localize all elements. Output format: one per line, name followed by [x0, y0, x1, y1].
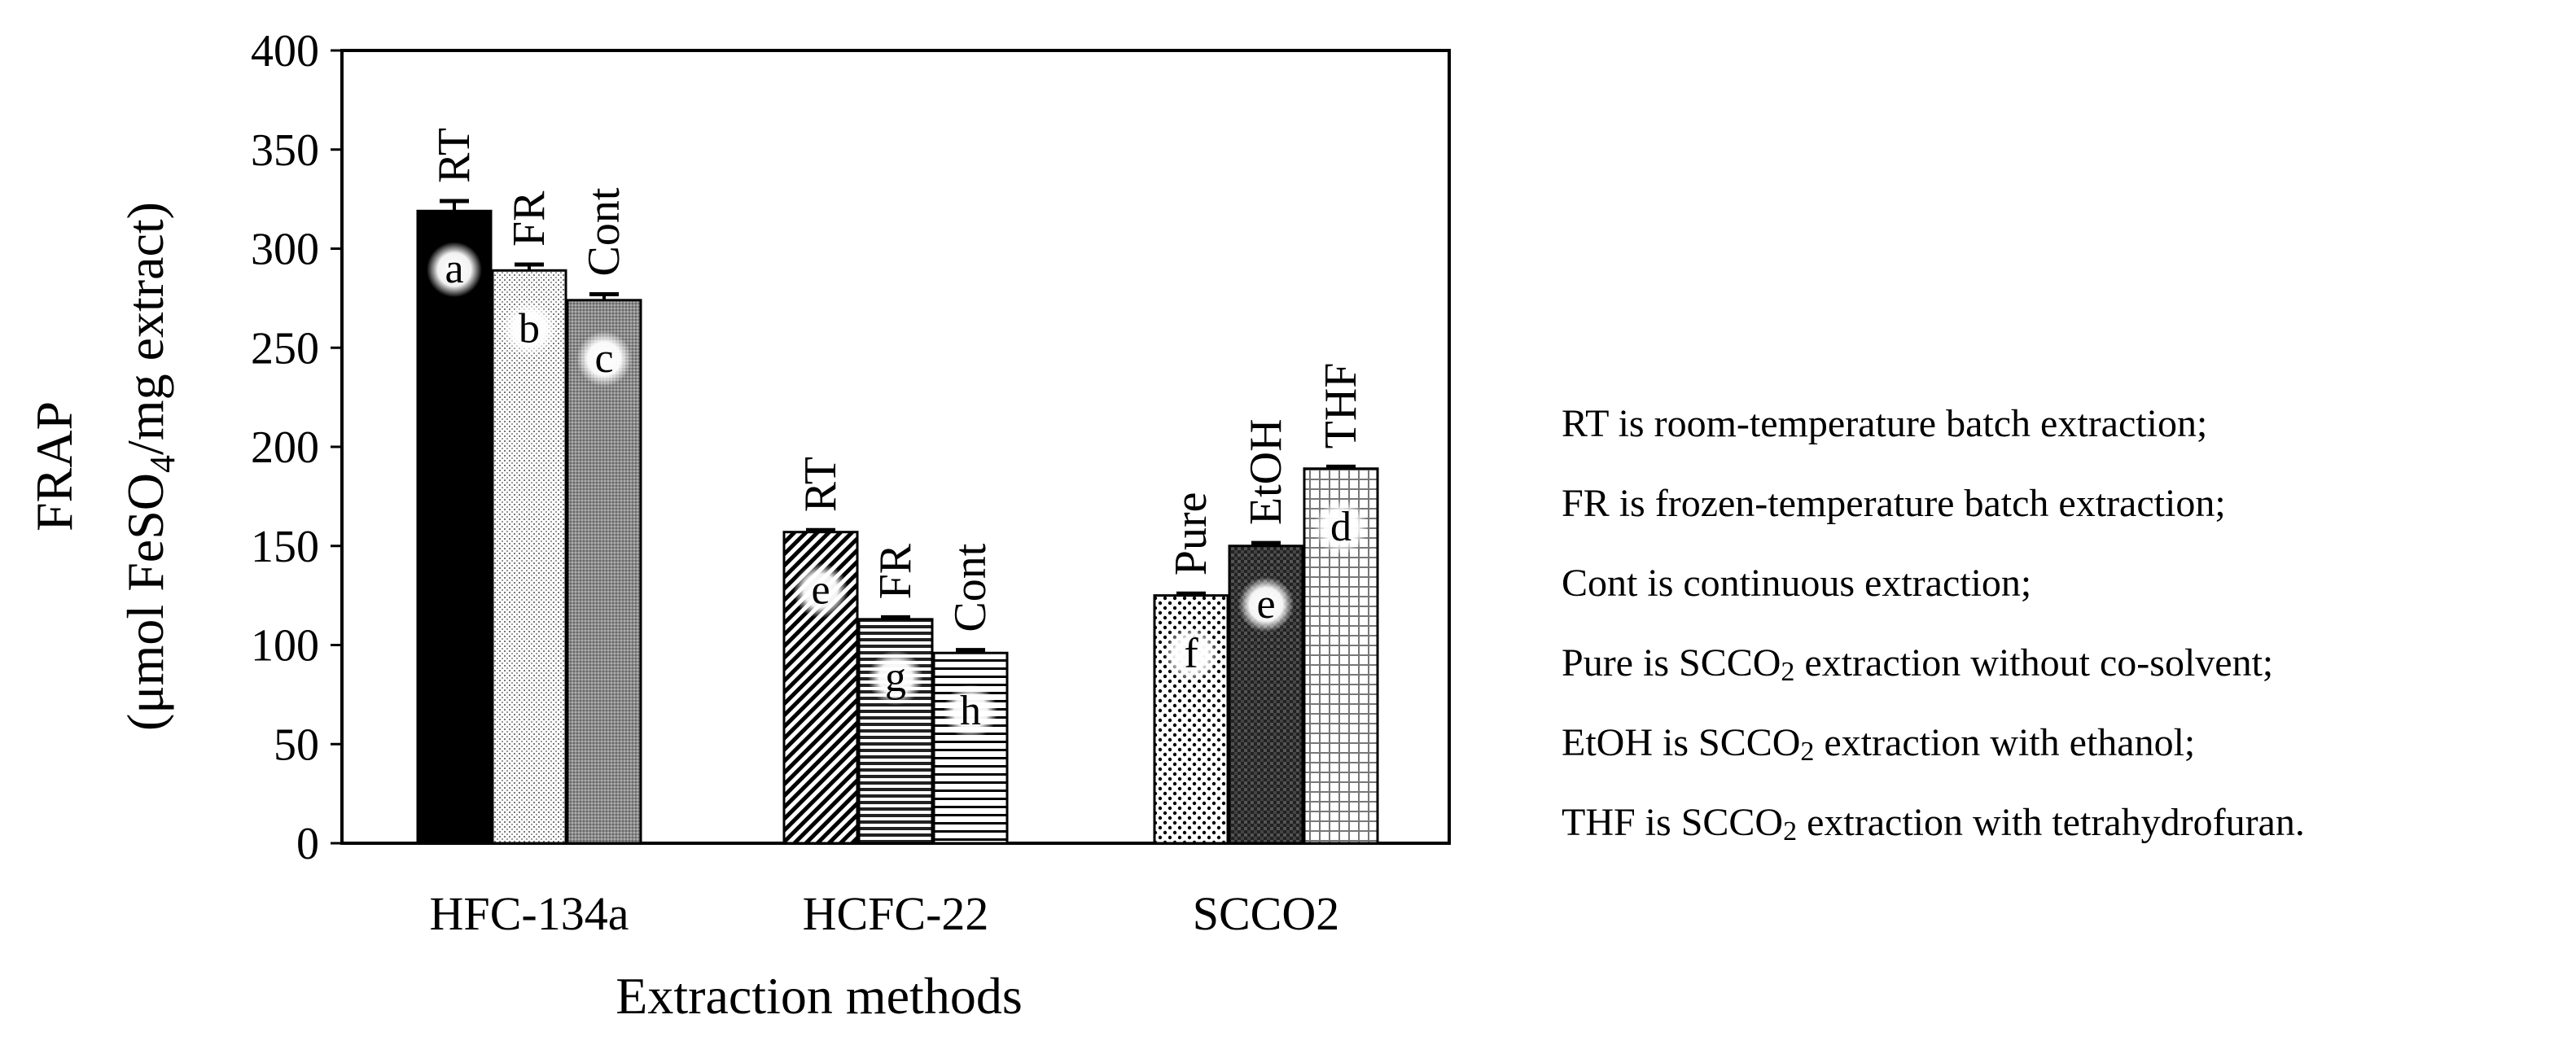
plot-area: 0 50 100 150 200 250 300 350 400 HFC-134a RT a FR b Co… [251, 26, 1451, 940]
y-tick-label: 150 [251, 522, 319, 572]
x-category-label: HCFC-22 [803, 887, 989, 940]
significance-letter: b [519, 305, 540, 352]
bar [491, 269, 567, 845]
note-line: FR is frozen-temperature batch extractio… [1562, 482, 2226, 525]
x-category-label: HFC-134a [430, 887, 629, 940]
significance-halo [502, 301, 557, 357]
significance-letter: e [1256, 581, 1275, 628]
significance-letter: a [445, 246, 463, 292]
significance-letter: g [885, 654, 906, 701]
note-line: EtOH is SCCO2 extraction with ethanol; [1562, 721, 2195, 767]
y-tick-label: 200 [251, 422, 319, 473]
y-tick-label: 300 [251, 225, 319, 275]
note-line: THF is SCCO2 extraction with tetrahydrof… [1562, 801, 2305, 846]
significance-halo [427, 242, 482, 298]
significance-halo [868, 650, 923, 706]
y-tick-label: 50 [274, 720, 319, 770]
y-tick-label: 400 [251, 26, 319, 77]
y-tick-label: 100 [251, 621, 319, 671]
x-category-label: SCCO2 [1193, 887, 1340, 940]
significance-letter: c [594, 335, 613, 382]
significance-letter: e [811, 567, 830, 614]
y-tick-label: 0 [296, 819, 319, 869]
x-axis-title: Extraction methods [616, 967, 1022, 1025]
significance-halo [1313, 499, 1369, 555]
bar-label: FR [870, 543, 921, 599]
bar [416, 209, 493, 845]
bar [566, 299, 642, 845]
note-line: Pure is SCCO2 extraction without co-solv… [1562, 641, 2273, 687]
significance-halo [1163, 626, 1219, 682]
significance-letter: f [1184, 631, 1198, 677]
significance-halo [793, 562, 848, 619]
bar-label: THF [1316, 363, 1366, 449]
bar-label: FR [504, 190, 554, 247]
note-line: RT is room-temperature batch extraction; [1562, 402, 2207, 445]
notes-block: RT is room-temperature batch extraction;… [1562, 402, 2305, 846]
significance-halo [943, 684, 998, 740]
bar-label: Cont [945, 543, 996, 632]
significance-halo [1238, 576, 1294, 632]
significance-letter: h [960, 688, 981, 734]
y-axis-title-line1: FRAP [25, 401, 83, 531]
significance-letter: d [1330, 504, 1352, 550]
bar-label: Cont [579, 187, 629, 276]
note-line: Cont is continuous extraction; [1562, 562, 2031, 605]
y-tick-label: 350 [251, 125, 319, 176]
bar-label: EtOH [1241, 418, 1291, 525]
bar-label: RT [795, 457, 846, 512]
significance-halo [576, 330, 632, 387]
bar [932, 651, 1009, 845]
bar-label: RT [429, 128, 480, 183]
y-tick-label: 250 [251, 323, 319, 374]
bar-label: Pure [1166, 492, 1216, 576]
y-axis-title-line2: (μmol FeSO4/mg extract) [116, 202, 182, 731]
